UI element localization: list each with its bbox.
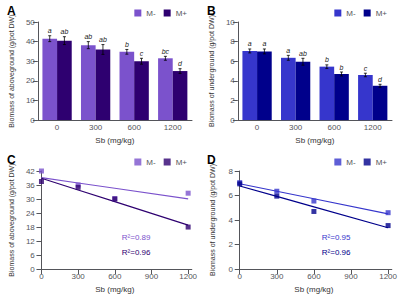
svg-text:6: 6 (229, 191, 234, 200)
svg-text:Sb (mg/kg): Sb (mg/kg) (294, 285, 333, 294)
svg-text:10: 10 (226, 18, 235, 27)
svg-text:600: 600 (127, 123, 141, 132)
svg-text:600: 600 (327, 123, 341, 132)
svg-text:d: d (378, 76, 383, 83)
svg-text:ab: ab (60, 28, 68, 35)
svg-text:M-: M- (146, 9, 156, 18)
svg-text:300: 300 (270, 272, 284, 281)
svg-text:300: 300 (71, 272, 85, 281)
svg-text:10: 10 (26, 96, 35, 105)
svg-text:12: 12 (26, 237, 35, 246)
svg-text:1200: 1200 (179, 272, 197, 281)
svg-text:0: 0 (39, 272, 44, 281)
svg-text:300: 300 (289, 123, 303, 132)
svg-text:40: 40 (26, 37, 35, 46)
svg-text:R²=0.95: R²=0.95 (322, 233, 351, 242)
svg-text:2: 2 (230, 96, 235, 105)
svg-text:30: 30 (26, 57, 35, 66)
svg-text:8: 8 (230, 37, 235, 46)
svg-text:20: 20 (26, 76, 35, 85)
svg-text:a: a (286, 47, 290, 54)
svg-text:A: A (7, 4, 16, 18)
svg-text:18: 18 (26, 223, 35, 232)
svg-text:M+: M+ (376, 158, 388, 167)
svg-text:M+: M+ (176, 9, 188, 18)
svg-text:R²=0.96: R²=0.96 (322, 248, 351, 257)
svg-text:B: B (207, 4, 216, 18)
svg-text:1200: 1200 (364, 123, 382, 132)
svg-text:0: 0 (229, 265, 234, 274)
svg-text:50: 50 (26, 18, 35, 27)
svg-text:Biomass of underground (g/pot: Biomass of underground (g/pot DW) (208, 15, 216, 127)
svg-text:d: d (178, 60, 183, 67)
svg-text:c: c (140, 50, 144, 57)
svg-text:M+: M+ (376, 9, 388, 18)
svg-text:36: 36 (26, 181, 35, 190)
svg-text:24: 24 (26, 209, 35, 218)
svg-text:a: a (248, 40, 252, 47)
svg-text:Sb (mg/kg): Sb (mg/kg) (295, 136, 334, 145)
svg-text:Biomass of aboveground (g/pot: Biomass of aboveground (g/pot DW) (8, 163, 16, 276)
svg-text:a: a (48, 27, 52, 34)
svg-text:R²=0.96: R²=0.96 (122, 248, 151, 257)
svg-text:D: D (207, 153, 216, 167)
svg-text:Biomass of underground (g/pot: Biomass of underground (g/pot DW) (209, 164, 217, 276)
svg-text:900: 900 (344, 272, 358, 281)
svg-text:ab: ab (299, 50, 307, 57)
svg-text:M-: M- (346, 158, 356, 167)
svg-text:8: 8 (229, 167, 234, 176)
svg-text:ab: ab (84, 33, 92, 40)
svg-text:6: 6 (30, 251, 35, 260)
svg-text:42: 42 (26, 167, 35, 176)
svg-text:0: 0 (230, 116, 235, 125)
svg-text:900: 900 (145, 272, 159, 281)
svg-text:1200: 1200 (379, 272, 397, 281)
svg-text:0: 0 (55, 123, 60, 132)
svg-text:a: a (262, 40, 266, 47)
svg-text:Sb (mg/kg): Sb (mg/kg) (95, 136, 134, 145)
svg-text:4: 4 (230, 76, 235, 85)
svg-text:c: c (364, 65, 368, 72)
svg-text:R²=0.89: R²=0.89 (122, 233, 151, 242)
svg-text:ab: ab (99, 36, 107, 43)
svg-text:M-: M- (146, 158, 156, 167)
svg-text:Biomass of aboveground (g/pot: Biomass of aboveground (g/pot DW) (8, 14, 16, 127)
svg-text:C: C (7, 153, 16, 167)
svg-text:Sb (mg/kg): Sb (mg/kg) (95, 285, 134, 294)
svg-text:600: 600 (307, 272, 321, 281)
svg-text:1200: 1200 (164, 123, 182, 132)
svg-text:2: 2 (229, 240, 234, 249)
svg-text:0: 0 (237, 272, 242, 281)
svg-text:4: 4 (229, 216, 234, 225)
svg-text:6: 6 (230, 57, 235, 66)
svg-text:b: b (340, 64, 344, 71)
svg-text:600: 600 (108, 272, 122, 281)
svg-text:0: 0 (30, 116, 35, 125)
svg-text:0: 0 (30, 265, 35, 274)
svg-text:M-: M- (346, 9, 356, 18)
svg-text:300: 300 (89, 123, 103, 132)
svg-text:b: b (125, 41, 129, 48)
svg-text:bc: bc (162, 48, 170, 55)
svg-text:0: 0 (255, 123, 260, 132)
svg-text:M+: M+ (176, 158, 188, 167)
svg-text:b: b (325, 56, 329, 63)
svg-text:30: 30 (26, 195, 35, 204)
